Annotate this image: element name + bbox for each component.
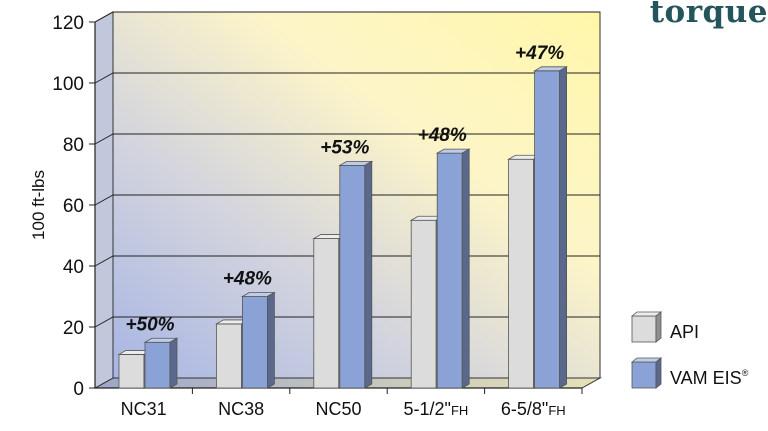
x-tick-label: 5-1/2"FH bbox=[404, 399, 469, 419]
x-tick-label: NC50 bbox=[315, 399, 361, 419]
bar-side-face bbox=[169, 337, 178, 389]
x-tick-label: NC38 bbox=[218, 399, 264, 419]
bar-front-face bbox=[534, 70, 560, 389]
bar-side-face bbox=[364, 160, 373, 389]
legend-swatch bbox=[631, 361, 657, 389]
bar-front-face bbox=[313, 238, 340, 389]
legend-label: VAM EIS® bbox=[670, 368, 749, 388]
bar-vam-eis-658 bbox=[533, 66, 569, 389]
bar-front-face bbox=[241, 296, 268, 389]
bar-front-face bbox=[410, 219, 437, 389]
bar-annotation: +48% bbox=[223, 269, 272, 290]
bar-annotation: +47% bbox=[515, 43, 564, 64]
bar-vam-eis-nc50 bbox=[338, 160, 374, 389]
bar-front-face bbox=[118, 354, 145, 389]
bar-annotation: +53% bbox=[320, 137, 369, 158]
legend-item-vam-eis: VAM EIS® bbox=[630, 357, 749, 389]
bar-front-face bbox=[339, 164, 366, 389]
x-tick-label: 6-5/8"FH bbox=[501, 399, 566, 419]
bar-front-face bbox=[436, 152, 463, 389]
bar-vam-eis-nc38 bbox=[240, 291, 276, 389]
bar-front-face bbox=[215, 323, 242, 389]
gridline bbox=[94, 11, 600, 23]
x-tick-label: NC31 bbox=[121, 399, 167, 419]
chart-corner-title: torque bbox=[649, 0, 768, 30]
gridline bbox=[94, 72, 600, 84]
legend-item-api: API bbox=[630, 311, 699, 343]
bar-side-face bbox=[559, 66, 567, 389]
y-tick-label: 80 bbox=[63, 135, 84, 156]
bar-annotation: +48% bbox=[418, 125, 467, 146]
legend-swatch bbox=[631, 315, 657, 343]
bar-side-face bbox=[461, 148, 470, 389]
bar-side-face bbox=[266, 291, 275, 389]
y-tick-label: 120 bbox=[52, 13, 84, 34]
y-tick-label: 40 bbox=[63, 257, 84, 278]
legend-label: API bbox=[670, 322, 699, 342]
legend-swatch-side bbox=[655, 311, 662, 343]
y-axis-label: 100 ft-lbs bbox=[29, 170, 48, 240]
y-tick-label: 0 bbox=[73, 379, 84, 400]
bar-vam-eis-512 bbox=[435, 148, 471, 389]
bar-front-face bbox=[508, 158, 535, 389]
y-tick-label: 20 bbox=[63, 318, 84, 339]
bar-annotation: +50% bbox=[125, 314, 174, 335]
bar-front-face bbox=[144, 341, 171, 389]
y-tick-label: 100 bbox=[52, 74, 84, 95]
gridline bbox=[94, 133, 600, 145]
legend-swatch-side bbox=[655, 357, 662, 389]
bar-vam-eis-nc31 bbox=[143, 337, 179, 389]
y-tick-label: 60 bbox=[63, 196, 84, 217]
